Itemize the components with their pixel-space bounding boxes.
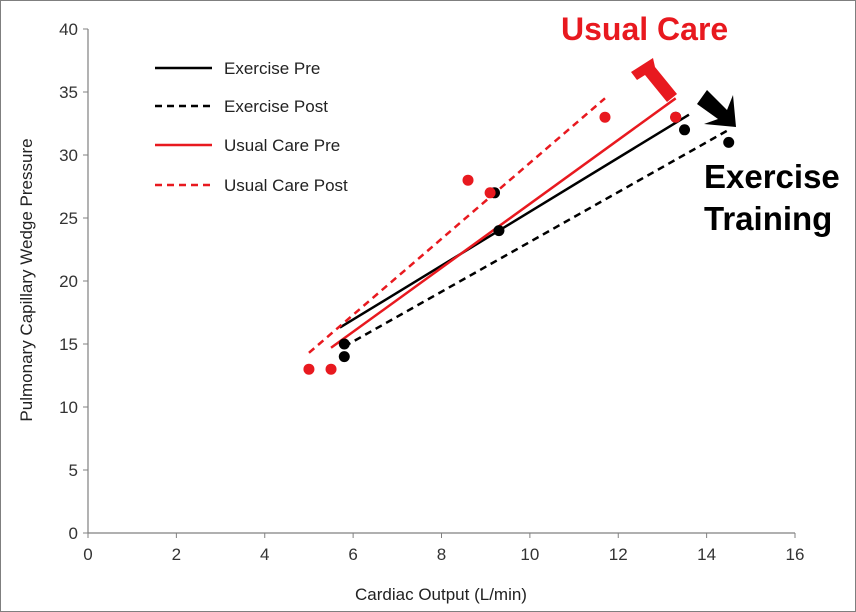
x-tick-label: 12: [609, 545, 628, 564]
point-usual-care-post: [599, 111, 611, 123]
y-tick-label: 0: [69, 524, 78, 543]
legend-label: Usual Care Pre: [224, 136, 340, 155]
trendlines: [308, 97, 730, 354]
y-tick-label: 10: [59, 398, 78, 417]
x-tick-label: 16: [786, 545, 805, 564]
data-points: [303, 111, 735, 375]
x-tick-label: 6: [348, 545, 357, 564]
point-exercise-post: [493, 225, 505, 237]
y-axis-title: Pulmonary Capillary Wedge Pressure: [17, 138, 36, 421]
usual-care-annotation: Usual Care: [561, 11, 728, 47]
y-tick-label: 40: [59, 20, 78, 39]
point-exercise-pre: [338, 338, 350, 350]
x-axis-title: Cardiac Output (L/min): [355, 585, 527, 604]
usual-care-arrow-icon: [631, 58, 677, 102]
x-tick-label: 14: [697, 545, 716, 564]
x-tick-label: 2: [172, 545, 181, 564]
point-exercise-post: [679, 124, 691, 136]
x-tick-label: 10: [520, 545, 539, 564]
y-tick-label: 20: [59, 272, 78, 291]
point-usual-care-pre: [325, 363, 337, 375]
y-tick-label: 25: [59, 209, 78, 228]
legend: Exercise Pre Exercise Post Usual Care Pre U…: [155, 59, 348, 195]
trendline-exercise-pre: [339, 113, 690, 329]
point-exercise-post: [338, 351, 350, 363]
point-exercise-post: [723, 136, 735, 148]
exercise-annotation-line2: Training: [704, 200, 832, 237]
exercise-arrow-icon: [697, 90, 736, 127]
legend-label: Usual Care Post: [224, 176, 348, 195]
y-tick-label: 15: [59, 335, 78, 354]
y-tick-label: 30: [59, 146, 78, 165]
x-tick-label: 8: [437, 545, 446, 564]
x-tick-label: 4: [260, 545, 269, 564]
point-usual-care-pre: [670, 111, 682, 123]
y-tick-label: 5: [69, 461, 78, 480]
legend-label: Exercise Pre: [224, 59, 320, 78]
axes: 0 5 10 15 20 25 30 35 40 0 2 4 6 8 10 12 14 16: [59, 20, 804, 564]
trendline-exercise-post: [343, 128, 730, 348]
trendline-usual-care-pre: [330, 97, 677, 349]
point-usual-care-pre: [484, 187, 496, 199]
y-tick-label: 35: [59, 83, 78, 102]
exercise-annotation-line1: Exercise: [704, 158, 840, 195]
point-usual-care-post: [303, 363, 315, 375]
legend-label: Exercise Post: [224, 97, 328, 116]
trendline-usual-care-post: [308, 97, 606, 354]
point-usual-care-post: [462, 174, 474, 186]
x-tick-label: 0: [83, 545, 92, 564]
